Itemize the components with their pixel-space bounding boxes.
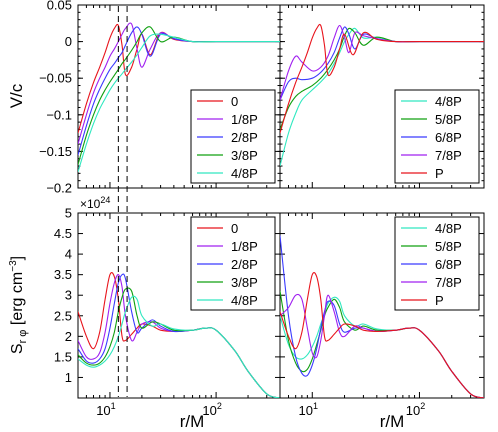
series-line-P <box>280 272 484 398</box>
y-axis-label-bottom: Sr φ [erg cm−3] <box>8 256 29 354</box>
series-line-4-8P <box>78 33 280 173</box>
legend-entry: 6/8P <box>435 130 462 145</box>
y-tick-label: 2.5 <box>54 308 72 323</box>
legend-entry: 1/8P <box>231 112 258 127</box>
legend-entry: 7/8P <box>435 275 462 290</box>
y-tick-label: 4.5 <box>54 226 72 241</box>
y-axis-label-top: V/c <box>7 83 26 108</box>
y-tick-label: 1.5 <box>54 349 72 364</box>
y-tick-label: 0 <box>65 34 72 49</box>
y-tick-label: 4 <box>65 247 72 262</box>
legend-entry: 4/8P <box>231 166 258 181</box>
legend-entry: P <box>435 166 444 181</box>
legend-entry: 1/8P <box>231 239 258 254</box>
legend-entry: 4/8P <box>435 221 462 236</box>
x-tick-label: 101 <box>96 401 115 418</box>
y-axis-label-bottom-sub: r φ <box>17 330 29 344</box>
legend-entry: 3/8P <box>231 148 258 163</box>
legend-entry: 3/8P <box>231 275 258 290</box>
series-line-0 <box>78 23 280 134</box>
panel-top-right-frame <box>279 4 485 189</box>
series-line-P <box>280 23 484 134</box>
legend-entry: 5/8P <box>435 112 462 127</box>
offset-label-exp: 24 <box>100 195 110 205</box>
legend-entry: 2/8P <box>231 130 258 145</box>
y-tick-label: −0.15 <box>39 144 72 159</box>
y-axis-label-bottom-unit-post: ] <box>9 256 26 260</box>
legend-entry: 4/8P <box>435 94 462 109</box>
legend-entry: 4/8P <box>231 293 258 308</box>
x-tick-label: 101 <box>299 401 318 418</box>
y-axis-label-bottom-unit-sup: −3 <box>8 260 19 272</box>
x-tick-label: 102 <box>406 401 425 418</box>
legend-entry: 0 <box>231 94 238 109</box>
legend-entry: 6/8P <box>435 257 462 272</box>
panel-bottom-right-frame <box>279 212 485 399</box>
panel-top-right-plot: 4/8P 5/8P 6/8P 7/8P P <box>279 4 485 189</box>
series-line-2-8P <box>78 26 280 156</box>
legend-entry: P <box>435 293 444 308</box>
series-line-7-8P <box>280 24 484 101</box>
panel-bottom-left-plot: 101 102 1 1.5 2 2.5 3 3.5 4 4.5 5 0 1/8P 2/8P 3/8P 4/8P <box>54 206 281 418</box>
y-tick-label: 3 <box>65 288 72 303</box>
y-tick-label: −0.1 <box>46 107 72 122</box>
x-tick-label: 102 <box>202 401 221 418</box>
y-tick-label: 0.05 <box>47 0 72 13</box>
y-axis-label-bottom-unit-pre: [erg cm <box>9 272 26 325</box>
offset-label: ×1024 <box>80 195 110 211</box>
series-line-4-8P <box>78 295 280 398</box>
y-tick-label: 2 <box>65 329 72 344</box>
y-tick-label: 3.5 <box>54 267 72 282</box>
y-tick-label: 5 <box>65 206 72 221</box>
y-axis-label-bottom-main: S <box>9 343 26 354</box>
legend-entry: 7/8P <box>435 148 462 163</box>
y-tick-label: −0.05 <box>39 71 72 86</box>
offset-label-base: ×10 <box>80 197 101 211</box>
y-tick-label: 1 <box>65 370 72 385</box>
legend-entry: 5/8P <box>435 239 462 254</box>
dashed-marker-lines <box>117 6 128 397</box>
legend-entry: 0 <box>231 221 238 236</box>
legend-entry: 2/8P <box>231 257 258 272</box>
x-axis-label-left: r/M <box>180 412 205 431</box>
y-tick-label: −0.2 <box>46 181 72 196</box>
panel-bottom-right-plot: 101 102 4/8P 5/8P 6/8P 7/8P P <box>279 212 485 418</box>
x-axis-label-right: r/M <box>380 412 405 431</box>
panel-top-left-plot: 0.05 0 −0.05 −0.1 −0.15 −0.2 0 1/8P 2/8P 3/8P 4/8P <box>39 0 281 196</box>
